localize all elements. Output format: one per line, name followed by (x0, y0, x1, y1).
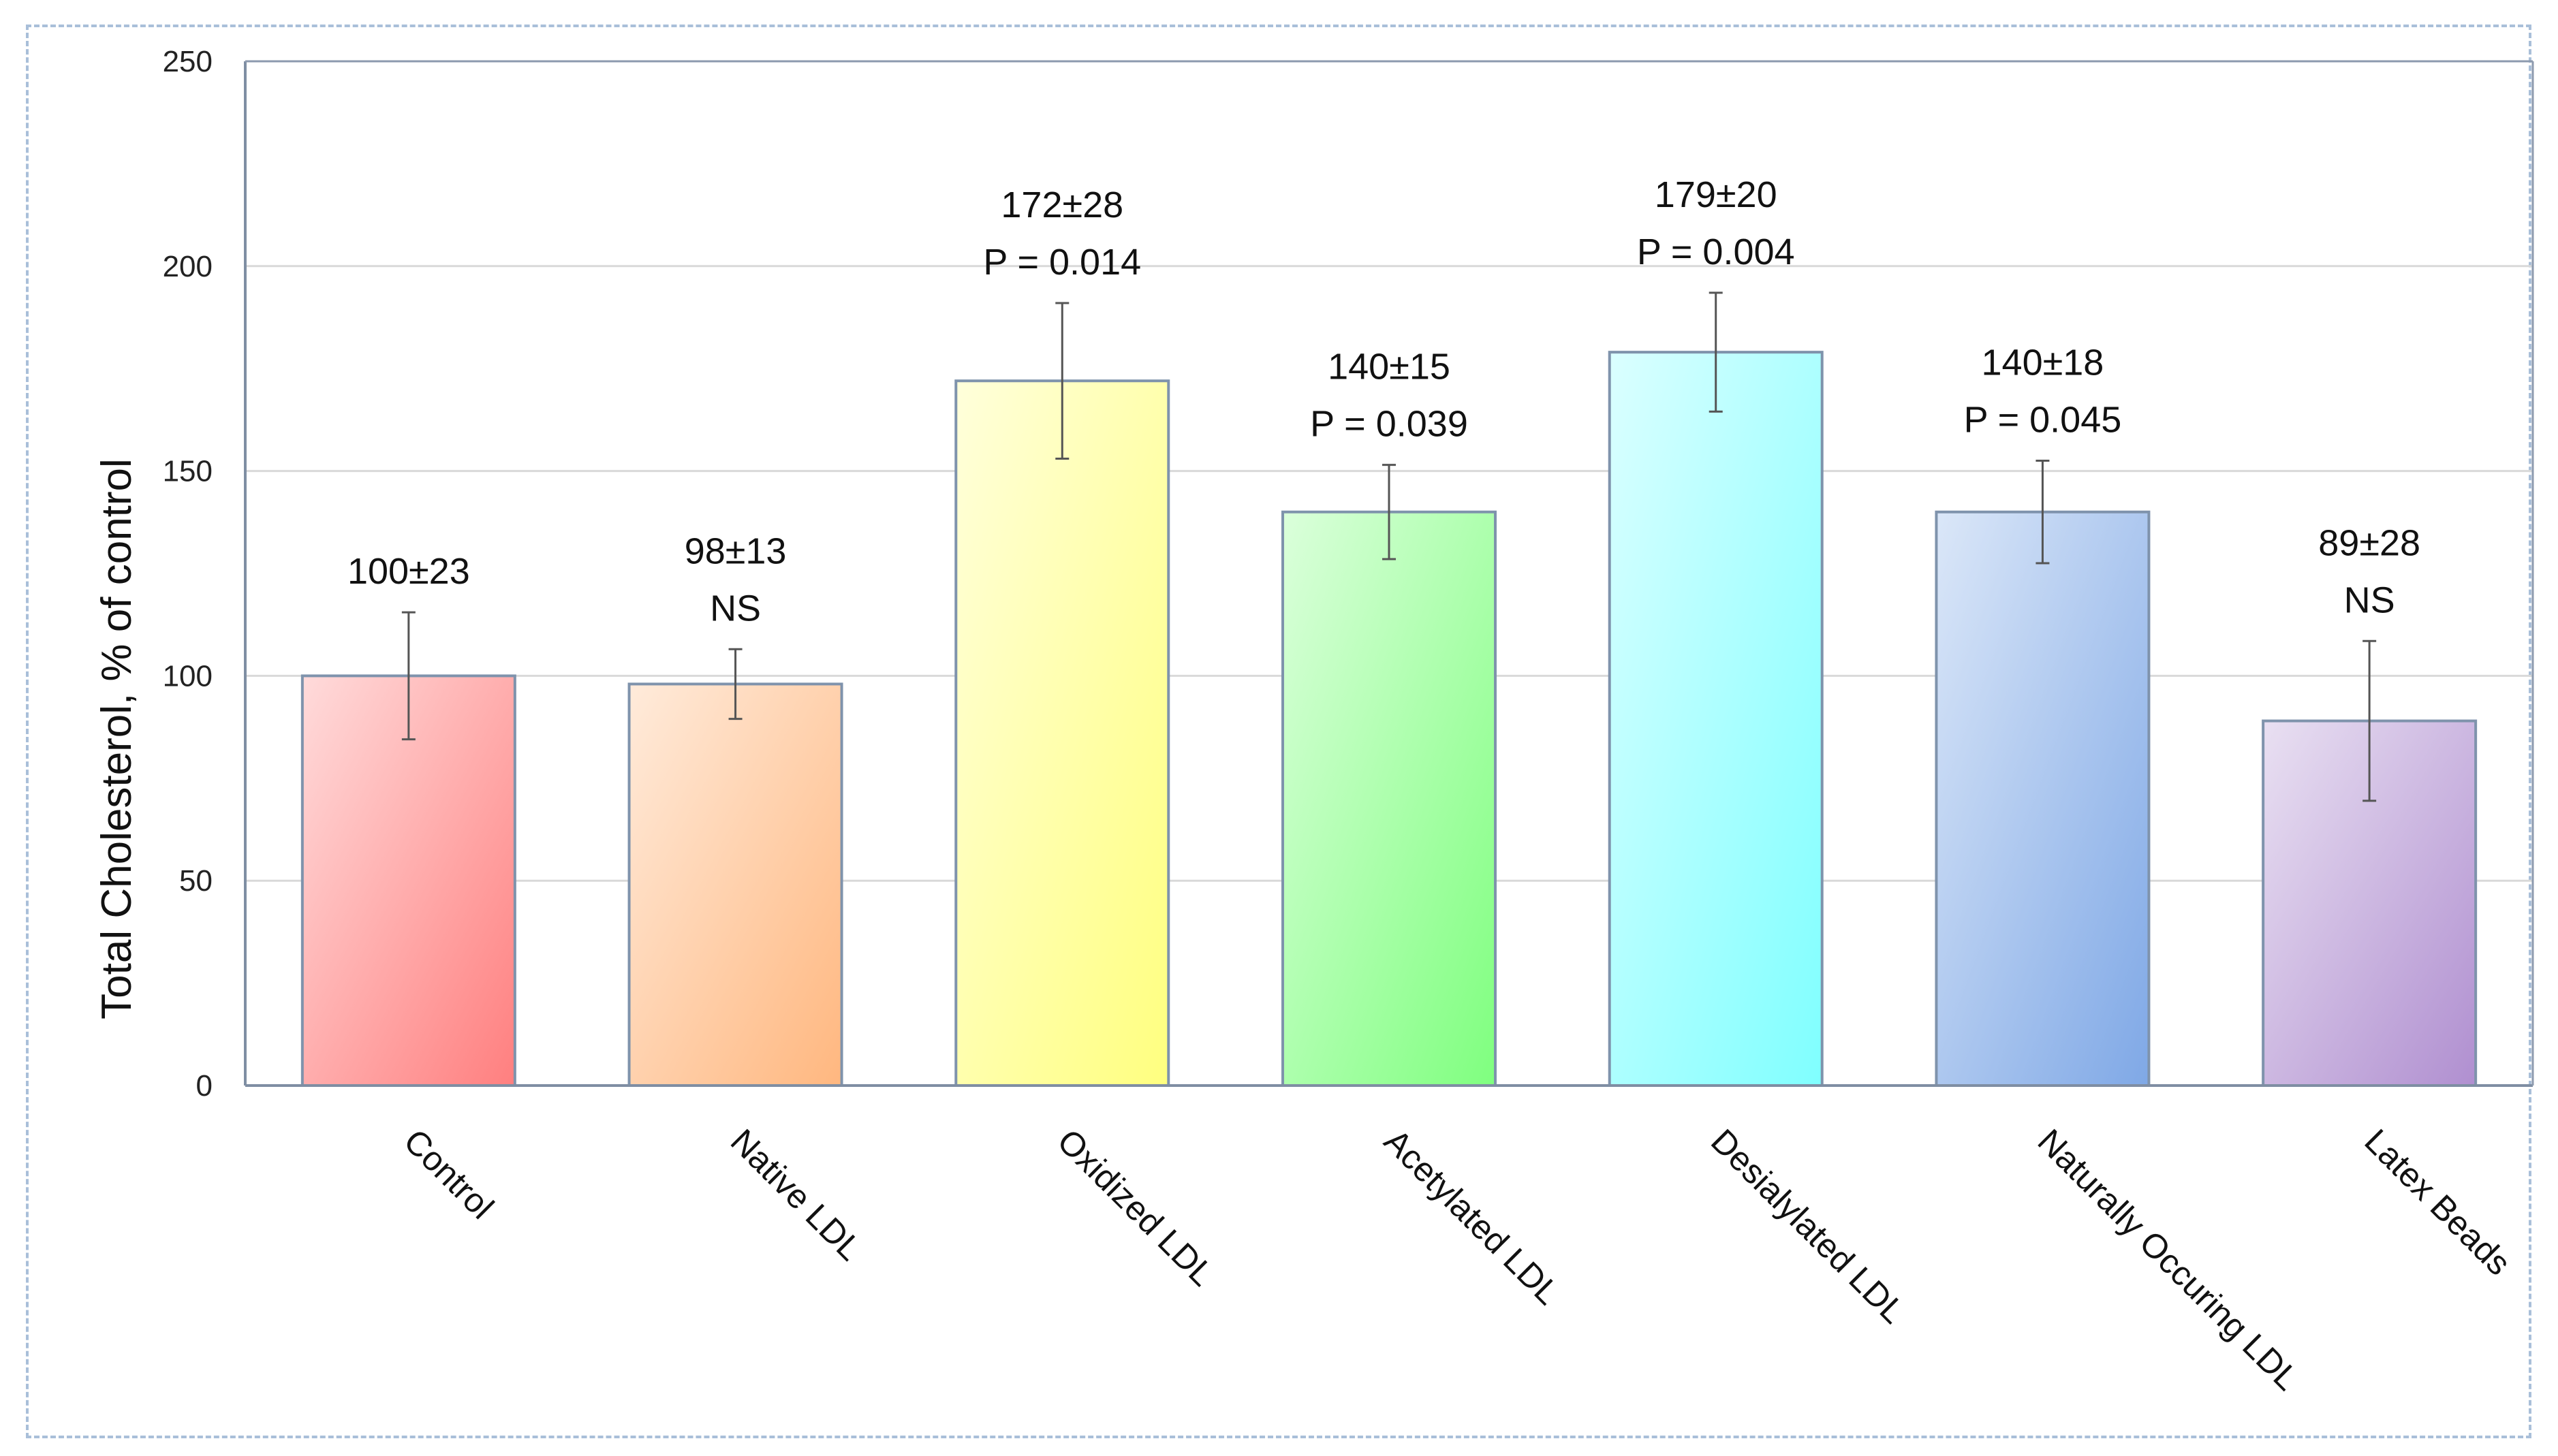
y-tick-label: 250 (163, 45, 213, 78)
significance-label: P = 0.004 (1637, 232, 1795, 272)
axes (244, 60, 2534, 1087)
category-label: Oxidized LDL (1050, 1122, 1222, 1293)
significance-label: NS (710, 588, 761, 629)
value-label: 89±28 (2318, 522, 2420, 563)
category-labels: Control Native LDL Oxidized LDL Acetylated … (396, 1122, 2518, 1397)
category-label: Desialylated LDL (1704, 1122, 1913, 1331)
y-tick-label: 0 (196, 1069, 213, 1103)
y-tick-label: 150 (163, 455, 213, 488)
y-tick-label: 200 (163, 250, 213, 283)
bar (627, 682, 843, 1087)
category-label: Naturally Occuring LDL (2031, 1122, 2307, 1397)
y-tick-label: 100 (163, 659, 213, 693)
bar (1935, 510, 2151, 1087)
value-label: 140±15 (1328, 347, 1450, 387)
bar (1608, 351, 1824, 1087)
bar (954, 379, 1170, 1087)
bar (1281, 510, 1497, 1087)
value-label: 98±13 (685, 531, 787, 571)
annotations: 100±23 98±13 NS 172±28 P = 0.014 140±15 P = 0.… (347, 174, 2420, 629)
significance-label: NS (2344, 580, 2395, 620)
value-label: 140±18 (1982, 343, 2104, 383)
y-tick-label: 50 (179, 864, 213, 898)
error-bars (401, 291, 2377, 802)
significance-label: P = 0.039 (1310, 404, 1468, 445)
figure-frame (26, 25, 2531, 1438)
significance-label: P = 0.014 (983, 242, 1141, 283)
category-label: Acetylated LDL (1377, 1122, 1567, 1312)
y-axis-label: Total Cholesterol, % of control (93, 458, 140, 1019)
significance-label: P = 0.045 (1964, 400, 2122, 441)
category-label: Latex Beads (2357, 1122, 2518, 1282)
y-tick-labels: 0 50 100 150 200 250 (163, 45, 213, 1103)
category-label: Native LDL (723, 1122, 869, 1267)
category-label: Control (396, 1122, 501, 1226)
value-label: 172±28 (1001, 185, 1123, 225)
value-label: 179±20 (1655, 174, 1777, 215)
bars (300, 351, 2478, 1088)
value-label: 100±23 (347, 551, 470, 592)
